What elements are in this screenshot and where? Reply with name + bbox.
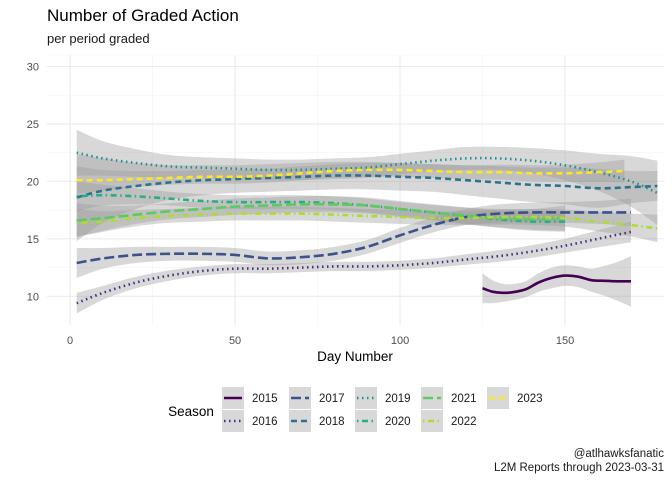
legend-label: 2022 (451, 416, 477, 428)
confidence-band-2015 (482, 256, 631, 307)
legend-item-2016: 2016 (222, 410, 278, 432)
legend-item-2018: 2018 (289, 410, 345, 432)
legend-item-2023: 2023 (487, 387, 543, 409)
y-axis-ticks: 10 15 20 25 30 (27, 61, 39, 303)
confidence-band-2021 (76, 196, 565, 238)
series-line-2018 (76, 174, 658, 199)
x-axis-ticks: 0 50 100 150 (67, 335, 574, 347)
confidence-band-2023 (76, 159, 625, 194)
series-lines (76, 151, 658, 305)
series-line-2023 (76, 168, 625, 182)
legend-label: 2018 (319, 416, 345, 428)
caption-source: L2M Reports through 2023-03-31 (494, 462, 664, 474)
legend-item-2019: 2019 (355, 387, 411, 409)
legend-item-2022: 2022 (421, 410, 477, 432)
legend-label: 2019 (385, 393, 411, 405)
chart-subtitle: per period graded (47, 31, 150, 46)
series-line-2019 (76, 151, 658, 195)
legend-label: 2021 (451, 393, 477, 405)
legend-key-band (222, 410, 244, 432)
legend-key-band (289, 410, 311, 432)
legend-label: 2023 (517, 393, 543, 405)
x-tick-label: 50 (229, 335, 241, 347)
legend-item-2020: 2020 (355, 410, 411, 432)
y-tick-label: 25 (27, 119, 39, 131)
caption-author: @atlhawksfanatic (574, 448, 665, 460)
confidence-band-2020 (76, 181, 565, 232)
grid (47, 54, 664, 325)
series-line-2022 (76, 212, 658, 230)
legend-title: Season (168, 404, 214, 419)
confidence-band-2019 (76, 129, 658, 225)
confidence-band-2016 (76, 221, 631, 314)
y-tick-label: 10 (27, 291, 39, 303)
legend-label: 2015 (252, 393, 278, 405)
legend-item-2021: 2021 (421, 387, 477, 409)
x-tick-label: 100 (391, 335, 409, 347)
chart-title: Number of Graded Action (47, 6, 239, 25)
x-axis-title: Day Number (317, 349, 393, 364)
legend-key-band (355, 387, 377, 409)
legend: 2015 2016 2017 2018 2019 2020 2021 2022 2023 (222, 387, 543, 432)
legend-label: 2016 (252, 416, 278, 428)
legend-label: 2017 (319, 393, 345, 405)
legend-key-band (487, 387, 509, 409)
legend-item-2015: 2015 (222, 387, 278, 409)
y-tick-label: 30 (27, 61, 39, 73)
legend-label: 2020 (385, 416, 411, 428)
legend-item-2017: 2017 (289, 387, 345, 409)
y-tick-label: 15 (27, 234, 39, 246)
series-line-2015 (482, 274, 632, 295)
confidence-band-2022 (76, 206, 658, 243)
series-line-2017 (76, 211, 631, 265)
x-tick-label: 150 (556, 335, 574, 347)
confidence-bands (76, 129, 658, 314)
y-tick-label: 20 (27, 176, 39, 188)
x-tick-label: 0 (67, 335, 73, 347)
